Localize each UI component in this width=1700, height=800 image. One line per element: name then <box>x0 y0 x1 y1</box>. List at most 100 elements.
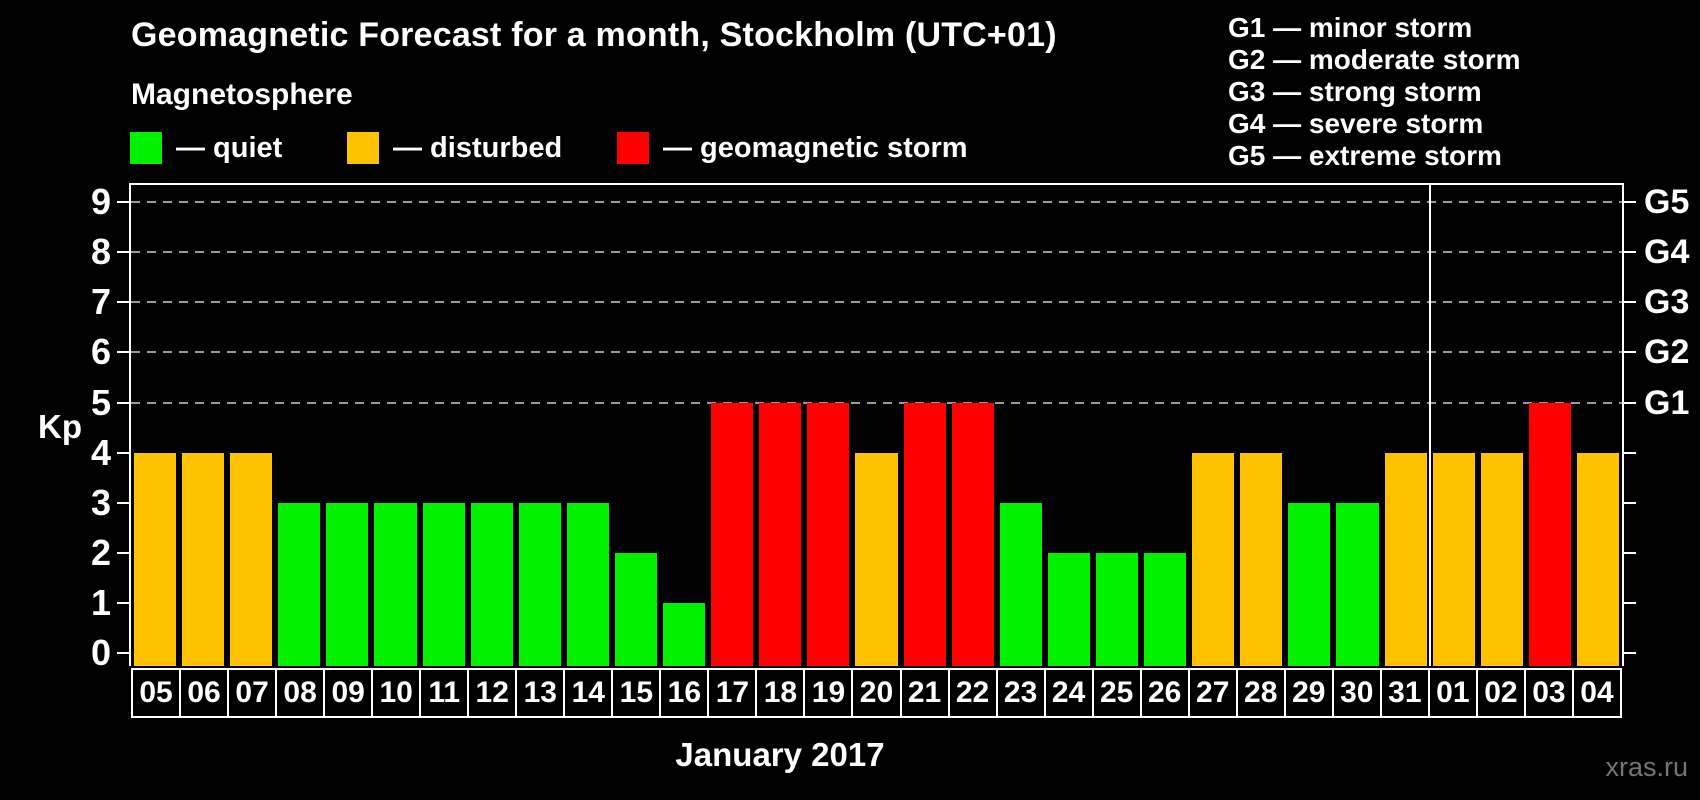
kp-bar-day-31 <box>1384 452 1427 666</box>
date-cell: 24 <box>1046 670 1094 716</box>
date-cell: 25 <box>1094 670 1142 716</box>
g-scale-label-G1: G1 <box>1644 383 1690 422</box>
date-cell: 16 <box>661 670 710 716</box>
kp-bar-day-13 <box>518 502 561 666</box>
y-tick-right <box>1624 401 1636 404</box>
y-tick-label: 0 <box>90 632 111 673</box>
kp-bar-day-23 <box>999 502 1042 666</box>
y-tick-left <box>117 301 129 304</box>
date-cell: 29 <box>1286 670 1334 716</box>
g-scale-label-G4: G4 <box>1644 233 1690 272</box>
chart-subtitle: Magnetosphere <box>131 78 353 111</box>
y-tick-left <box>117 652 129 654</box>
plot-frame <box>129 183 1624 666</box>
y-tick-label: 1 <box>90 581 111 623</box>
kp-bar-day-27 <box>1192 452 1235 666</box>
storm-scale-entry: G2 — moderate storm <box>1228 44 1521 75</box>
y-tick-right <box>1624 351 1636 354</box>
y-tick-label: 3 <box>90 481 111 523</box>
date-cell: 03 <box>1526 670 1574 716</box>
disturbed-swatch-icon <box>347 132 379 164</box>
kp-bar-day-12 <box>470 502 513 666</box>
date-cell: 15 <box>613 670 662 716</box>
kp-bar-day-14 <box>566 502 609 666</box>
kp-bar-day-28 <box>1240 452 1283 666</box>
date-cell: 18 <box>757 670 806 716</box>
kp-bar-day-06 <box>182 452 225 666</box>
gridline-kp5 <box>131 401 1622 404</box>
chart-title: Geomagnetic Forecast for a month, Stockh… <box>131 16 1057 54</box>
g-scale-label-G5: G5 <box>1644 183 1690 222</box>
y-tick-right <box>1624 451 1636 454</box>
quiet-swatch-icon <box>130 132 162 164</box>
date-cell: 10 <box>373 670 422 716</box>
kp-bar-day-21 <box>903 402 946 666</box>
date-cell: 28 <box>1238 670 1286 716</box>
kp-bar-day-24 <box>1047 552 1090 666</box>
y-axis-label: Kp <box>38 408 82 445</box>
date-cell: 17 <box>709 670 758 716</box>
date-cell: 01 <box>1430 670 1478 716</box>
storm-scale-entry: G4 — severe storm <box>1228 108 1484 139</box>
kp-bar-day-30 <box>1336 502 1379 666</box>
date-cell: 05 <box>133 670 182 716</box>
storm-scale-entry: G1 — minor storm <box>1228 12 1473 43</box>
date-cell: 13 <box>517 670 566 716</box>
date-cell: 31 <box>1382 670 1430 716</box>
kp-bar-day-17 <box>711 402 754 666</box>
kp-bar-day-18 <box>759 402 802 666</box>
date-cell: 06 <box>181 670 230 716</box>
kp-bar-day-22 <box>951 402 994 666</box>
kp-bar-day-02 <box>1480 452 1523 666</box>
gridline-kp7 <box>131 301 1622 304</box>
y-tick-left <box>117 251 129 254</box>
y-tick-left <box>117 351 129 354</box>
date-cell: 12 <box>469 670 518 716</box>
kp-bar-day-26 <box>1144 552 1187 666</box>
date-cell: 14 <box>565 670 614 716</box>
y-tick-label: 4 <box>90 431 111 473</box>
y-tick-right <box>1624 501 1636 504</box>
legend-item-label: — quiet <box>176 131 283 164</box>
y-tick-left <box>117 551 129 554</box>
y-tick-label: 9 <box>90 181 111 223</box>
month-separator-line <box>1428 185 1431 666</box>
kp-bar-day-08 <box>278 502 321 666</box>
kp-bar-day-04 <box>1576 452 1619 666</box>
y-tick-label: 8 <box>90 231 111 273</box>
kp-bar-day-07 <box>230 452 273 666</box>
kp-bar-day-03 <box>1528 402 1571 666</box>
date-cell: 08 <box>277 670 326 716</box>
date-cell: 07 <box>229 670 278 716</box>
y-tick-label: 5 <box>90 381 111 423</box>
y-tick-label: 7 <box>90 281 111 323</box>
y-tick-right <box>1624 652 1636 654</box>
y-tick-left <box>117 201 129 204</box>
date-cell: 23 <box>998 670 1046 716</box>
storm-scale-legend: G1 — minor storm G2 — moderate storm G3 — … <box>1228 12 1521 172</box>
date-cell: 27 <box>1190 670 1238 716</box>
y-tick-right <box>1624 301 1636 304</box>
legend-item-label: — geomagnetic storm <box>663 131 968 164</box>
g-scale-label-G3: G3 <box>1644 283 1690 322</box>
date-cell: 26 <box>1142 670 1190 716</box>
date-cell: 11 <box>421 670 470 716</box>
date-cell: 21 <box>902 670 950 716</box>
y-tick-right <box>1624 551 1636 554</box>
y-tick-right <box>1624 201 1636 204</box>
gridline-kp9 <box>131 201 1622 204</box>
y-tick-left <box>117 501 129 504</box>
y-tick-left <box>117 451 129 454</box>
kp-bar-day-05 <box>134 452 177 666</box>
legend-item-quiet: — quiet <box>130 131 282 165</box>
kp-bar-day-15 <box>614 552 658 666</box>
kp-bar-day-01 <box>1432 452 1475 666</box>
y-tick-label: 6 <box>90 331 111 373</box>
watermark: xras.ru <box>1605 752 1688 782</box>
date-cell: 04 <box>1580 676 1614 709</box>
geomagnetic-storm-swatch-icon <box>617 132 649 164</box>
date-cell: 30 <box>1334 670 1382 716</box>
kp-bar-day-11 <box>422 502 465 666</box>
legend-item-geomagnetic-storm: — geomagnetic storm <box>617 131 968 165</box>
